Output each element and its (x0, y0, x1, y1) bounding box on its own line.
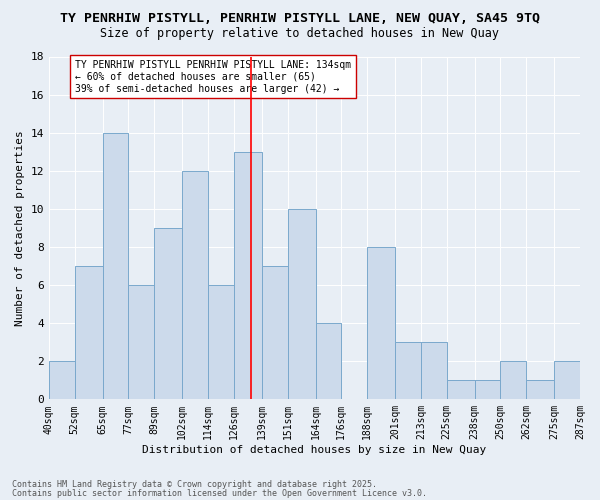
Bar (395, 342, 421, 400)
Bar (154, 228, 182, 400)
Bar (526, 380, 554, 400)
Bar (182, 171, 208, 400)
Text: TY PENRHIW PISTYLL PENRHIW PISTYLL LANE: 134sqm
← 60% of detached houses are sma: TY PENRHIW PISTYLL PENRHIW PISTYLL LANE:… (75, 60, 351, 94)
Text: Contains public sector information licensed under the Open Government Licence v3: Contains public sector information licen… (12, 489, 427, 498)
Text: Size of property relative to detached houses in New Quay: Size of property relative to detached ho… (101, 28, 499, 40)
Text: Contains HM Land Registry data © Crown copyright and database right 2025.: Contains HM Land Registry data © Crown c… (12, 480, 377, 489)
Text: TY PENRHIW PISTYLL, PENRHIW PISTYLL LANE, NEW QUAY, SA45 9TQ: TY PENRHIW PISTYLL, PENRHIW PISTYLL LANE… (60, 12, 540, 26)
Bar (421, 342, 446, 400)
Bar (75, 266, 103, 400)
Bar (500, 361, 526, 400)
Bar (234, 152, 262, 400)
Bar (103, 132, 128, 400)
Bar (262, 266, 287, 400)
Bar (287, 209, 316, 400)
X-axis label: Distribution of detached houses by size in New Quay: Distribution of detached houses by size … (142, 445, 487, 455)
Bar (475, 380, 500, 400)
Y-axis label: Number of detached properties: Number of detached properties (15, 130, 25, 326)
Bar (316, 323, 341, 400)
Bar (367, 247, 395, 400)
Bar (554, 361, 580, 400)
Bar (446, 380, 475, 400)
Bar (49, 361, 75, 400)
Bar (128, 285, 154, 400)
Bar (208, 285, 234, 400)
